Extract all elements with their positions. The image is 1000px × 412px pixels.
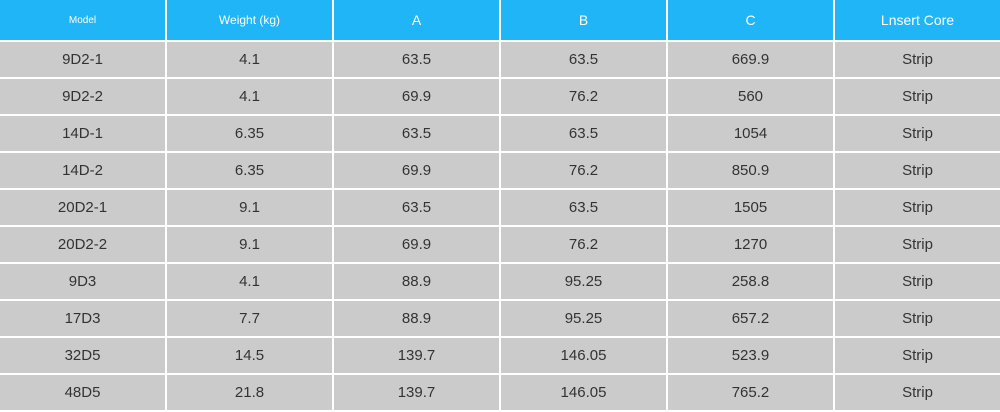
table-cell: Strip [835,338,1000,373]
table-cell: 69.9 [334,153,499,188]
table-cell: 258.8 [668,264,833,299]
table-cell: 146.05 [501,338,666,373]
table-cell: 9.1 [167,227,332,262]
table-cell: 4.1 [167,79,332,114]
table-cell: 139.7 [334,375,499,410]
table-cell: 14D-1 [0,116,165,151]
table-cell: 14.5 [167,338,332,373]
header-cell: Lnsert Core [835,0,1000,40]
table-cell: Strip [835,116,1000,151]
table-cell: 7.7 [167,301,332,336]
table-cell: 765.2 [668,375,833,410]
table-cell: 69.9 [334,79,499,114]
table-cell: 560 [668,79,833,114]
table-cell: Strip [835,153,1000,188]
table-cell: Strip [835,264,1000,299]
table-cell: 20D2-2 [0,227,165,262]
table-cell: 6.35 [167,153,332,188]
table-cell: 4.1 [167,264,332,299]
header-cell: C [668,0,833,40]
header-cell: Weight (kg) [167,0,332,40]
table-cell: 63.5 [501,116,666,151]
table-cell: 9D3 [0,264,165,299]
table-cell: 9.1 [167,190,332,225]
table-cell: 88.9 [334,264,499,299]
table-cell: 69.9 [334,227,499,262]
table-cell: 21.8 [167,375,332,410]
table-cell: 88.9 [334,301,499,336]
table-cell: Strip [835,227,1000,262]
table-cell: 523.9 [668,338,833,373]
table-cell: 4.1 [167,42,332,77]
table-cell: 63.5 [334,42,499,77]
table-cell: 76.2 [501,79,666,114]
table-cell: Strip [835,301,1000,336]
table-cell: 32D5 [0,338,165,373]
table-cell: 63.5 [334,190,499,225]
header-cell: A [334,0,499,40]
header-cell: B [501,0,666,40]
table-cell: 76.2 [501,153,666,188]
table-cell: 669.9 [668,42,833,77]
table-cell: 95.25 [501,264,666,299]
header-cell: Model [0,0,165,40]
table-cell: 146.05 [501,375,666,410]
table-cell: Strip [835,190,1000,225]
table-cell: Strip [835,79,1000,114]
table-cell: 48D5 [0,375,165,410]
table-cell: Strip [835,42,1000,77]
table-cell: 1505 [668,190,833,225]
table-cell: 63.5 [501,190,666,225]
table-cell: 1270 [668,227,833,262]
table-cell: 20D2-1 [0,190,165,225]
table-cell: 850.9 [668,153,833,188]
table-cell: 76.2 [501,227,666,262]
table-cell: 1054 [668,116,833,151]
table-cell: 63.5 [501,42,666,77]
table-cell: 95.25 [501,301,666,336]
table-cell: Strip [835,375,1000,410]
table-cell: 14D-2 [0,153,165,188]
table-cell: 9D2-2 [0,79,165,114]
table-cell: 6.35 [167,116,332,151]
table-cell: 657.2 [668,301,833,336]
table-cell: 139.7 [334,338,499,373]
table-cell: 17D3 [0,301,165,336]
table-cell: 63.5 [334,116,499,151]
table-cell: 9D2-1 [0,42,165,77]
